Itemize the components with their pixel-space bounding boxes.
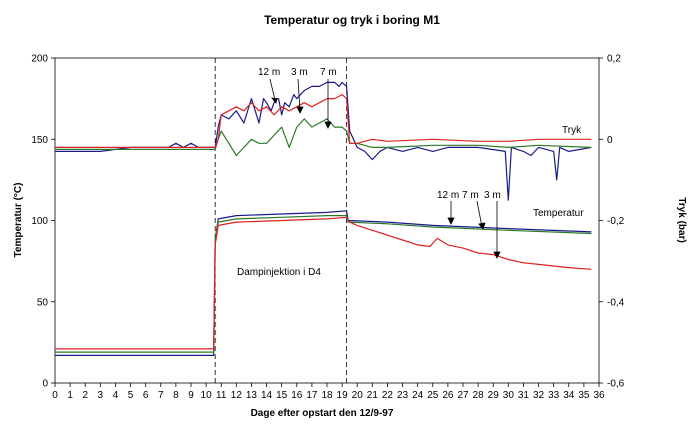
x-tick-label: 15: [276, 390, 288, 401]
x-tick-label: 22: [382, 390, 394, 401]
arrow-tryk-12m: [269, 78, 276, 101]
annotation-temperatur: Temperatur: [533, 208, 584, 219]
y-right-tick-label: -0,4: [607, 297, 625, 308]
x-tick-label: 35: [578, 390, 590, 401]
x-tick-label: 24: [412, 390, 424, 401]
arrowhead-tryk-3m: [296, 106, 304, 114]
x-tick-label: 18: [321, 390, 333, 401]
chart-title: Temperatur og tryk i boring M1: [264, 13, 440, 27]
x-tick-label: 5: [128, 390, 134, 401]
x-tick-label: 20: [352, 390, 364, 401]
x-tick-label: 33: [548, 390, 560, 401]
x-tick-label: 36: [593, 390, 605, 401]
x-tick-label: 8: [173, 390, 179, 401]
x-tick-label: 26: [442, 390, 454, 401]
series-lines: [55, 81, 592, 356]
x-axis-title: Dage efter opstart den 12/9-97: [251, 408, 394, 419]
annotation-tryk: Tryk: [562, 125, 582, 136]
series-line-right-4: [55, 118, 592, 157]
annotation-temp-3m: 3 m: [484, 190, 501, 201]
x-tick-label: 3: [98, 390, 104, 401]
series-line-left-0: [55, 210, 592, 356]
y-left-axis-ticks: 0 50 100 150 200: [31, 54, 55, 390]
x-tick-label: 21: [367, 390, 379, 401]
x-tick-label: 30: [503, 390, 515, 401]
x-tick-label: 9: [188, 390, 194, 401]
arrow-temp-7m: [476, 200, 483, 228]
arrowhead-tryk-7m: [324, 121, 332, 129]
x-axis-ticks: 0 1 2 3 4 5 6 7 8 9 10 11 12 13 14 15 16 17 18 19 20 21 22 23 24…: [52, 383, 605, 401]
x-tick-label: 23: [397, 390, 409, 401]
series-line-left-1: [55, 215, 592, 353]
x-tick-label: 17: [306, 390, 318, 401]
x-tick-label: 25: [427, 390, 439, 401]
x-tick-label: 10: [201, 390, 213, 401]
annotation-tryk-3m: 3 m: [291, 67, 308, 78]
annotation-tryk-7m: 7 m: [320, 67, 337, 78]
y-right-tick-label: 0: [607, 135, 613, 146]
y-left-axis-title: Temperatur (°C): [13, 183, 24, 258]
annotation-arrows: [269, 78, 501, 259]
arrowhead-temp-3m: [493, 251, 501, 259]
y-left-tick-label: 200: [31, 54, 48, 65]
arrowhead-temp-7m: [478, 222, 486, 230]
series-line-right-3: [55, 81, 592, 201]
y-right-tick-label: 0,2: [607, 54, 621, 65]
plot-frame: [54, 57, 600, 384]
arrowhead-temp-12m: [447, 217, 455, 225]
y-left-tick-label: 150: [31, 135, 48, 146]
annotation-tryk-12m: 12 m: [258, 67, 280, 78]
x-tick-label: 1: [67, 390, 73, 401]
y-right-axis-title: Tryk (bar): [676, 197, 687, 243]
x-tick-label: 11: [216, 390, 227, 401]
annotation-temp-12m-7m: 12 m 7 m: [437, 190, 479, 201]
x-tick-label: 13: [246, 390, 258, 401]
arrowhead-tryk-12m: [271, 97, 278, 104]
y-left-tick-label: 100: [31, 216, 48, 227]
vertical-marker-lines: [214, 58, 348, 383]
x-tick-label: 19: [337, 390, 349, 401]
y-left-tick-label: 0: [42, 379, 48, 390]
x-tick-label: 34: [563, 390, 575, 401]
y-right-tick-label: -0,2: [607, 216, 625, 227]
annotation-dampinjektion: Dampinjektion i D4: [237, 267, 321, 278]
x-tick-label: 0: [52, 390, 58, 401]
series-line-left-2: [55, 216, 592, 350]
y-left-tick-label: 50: [37, 297, 49, 308]
x-tick-label: 32: [533, 390, 545, 401]
x-tick-label: 29: [488, 390, 500, 401]
y-right-axis-ticks: -0,6 -0,4 -0,2 0 0,2: [599, 54, 625, 390]
series-line-right-5: [55, 93, 592, 148]
arrow-tryk-3m: [297, 78, 301, 112]
x-tick-label: 27: [457, 390, 469, 401]
x-tick-label: 4: [113, 390, 119, 401]
x-tick-label: 2: [82, 390, 88, 401]
x-tick-label: 16: [291, 390, 303, 401]
x-tick-label: 28: [473, 390, 485, 401]
x-tick-label: 6: [143, 390, 149, 401]
y-right-tick-label: -0,6: [607, 379, 625, 390]
x-tick-label: 12: [231, 390, 243, 401]
x-tick-label: 14: [261, 390, 273, 401]
x-tick-label: 7: [158, 390, 164, 401]
x-tick-label: 31: [518, 390, 530, 401]
